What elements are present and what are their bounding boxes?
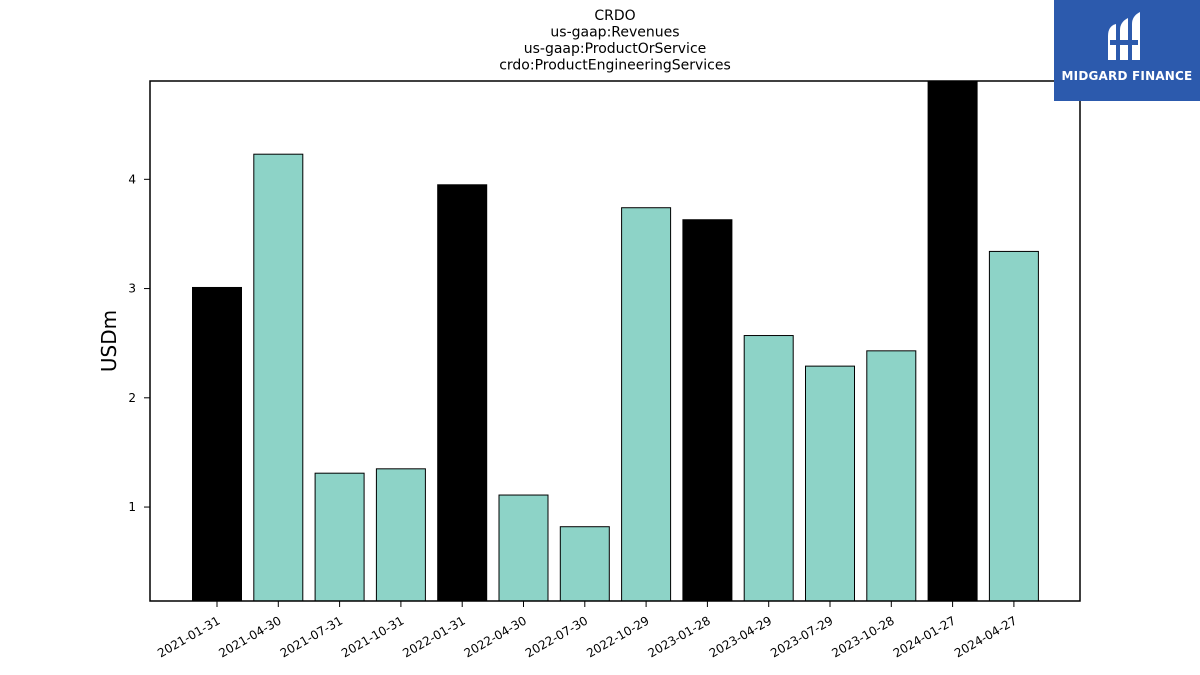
x-axis: 2021-01-312021-04-302021-07-312021-10-31… [155,601,1019,660]
logo-text: MIDGARD FINANCE [1061,69,1193,83]
bar-2022-01-31 [437,184,488,602]
x-tick-label: 2023-07-29 [768,613,835,660]
x-tick-label: 2023-04-29 [707,613,774,660]
x-tick-label: 2021-04-30 [216,613,283,660]
x-tick-label: 2022-07-30 [523,613,590,660]
bar-2023-01-28 [682,219,733,602]
bar-2023-10-28 [866,350,917,602]
y-tick-label: 1 [128,500,136,514]
bar-2024-01-27 [927,80,978,602]
x-tick-label: 2021-07-31 [278,613,345,660]
y-axis: 1 2 3 4 [128,172,150,514]
x-tick-label: 2023-01-28 [645,613,712,660]
x-tick-label: 2023-10-28 [829,613,896,660]
midgard-finance-logo: MIDGARD FINANCE [1054,0,1200,101]
y-axis-label: USDm [97,310,121,372]
bar-2021-04-30 [253,153,304,602]
bar-2022-10-29 [621,207,672,602]
title-line-1: us-gaap:Revenues [550,25,679,41]
x-tick-label: 2021-10-31 [339,613,406,660]
chart-title: CRDOus-gaap:Revenuesus-gaap:ProductOrSer… [499,8,731,74]
bar-2023-07-29 [805,365,855,602]
bars-group [192,80,1039,602]
x-tick-label: 2024-04-27 [952,613,1019,660]
y-tick-label: 4 [128,172,136,186]
plot-frame [149,80,1081,602]
title-line-0: CRDO [594,8,635,24]
y-tick-label: 3 [128,282,136,296]
bar-2021-07-31 [314,472,365,602]
x-tick-label: 2024-01-27 [891,613,958,660]
x-tick-label: 2021-01-31 [155,613,222,660]
bar-2021-10-31 [375,468,426,602]
bar-2024-04-27 [988,250,1039,602]
x-tick-label: 2022-04-30 [462,613,529,660]
bar-2023-04-29 [743,335,794,602]
x-tick-label: 2022-01-31 [400,613,467,660]
x-tick-label: 2022-10-29 [584,613,651,660]
title-line-3: crdo:ProductEngineeringServices [499,58,731,74]
bar-2021-01-31 [192,286,242,602]
bar-2022-04-30 [498,494,549,602]
midgard-logo-icon [1108,12,1140,60]
bar-2022-07-30 [559,526,610,602]
title-line-2: us-gaap:ProductOrService [524,41,707,57]
y-tick-label: 2 [128,391,136,405]
